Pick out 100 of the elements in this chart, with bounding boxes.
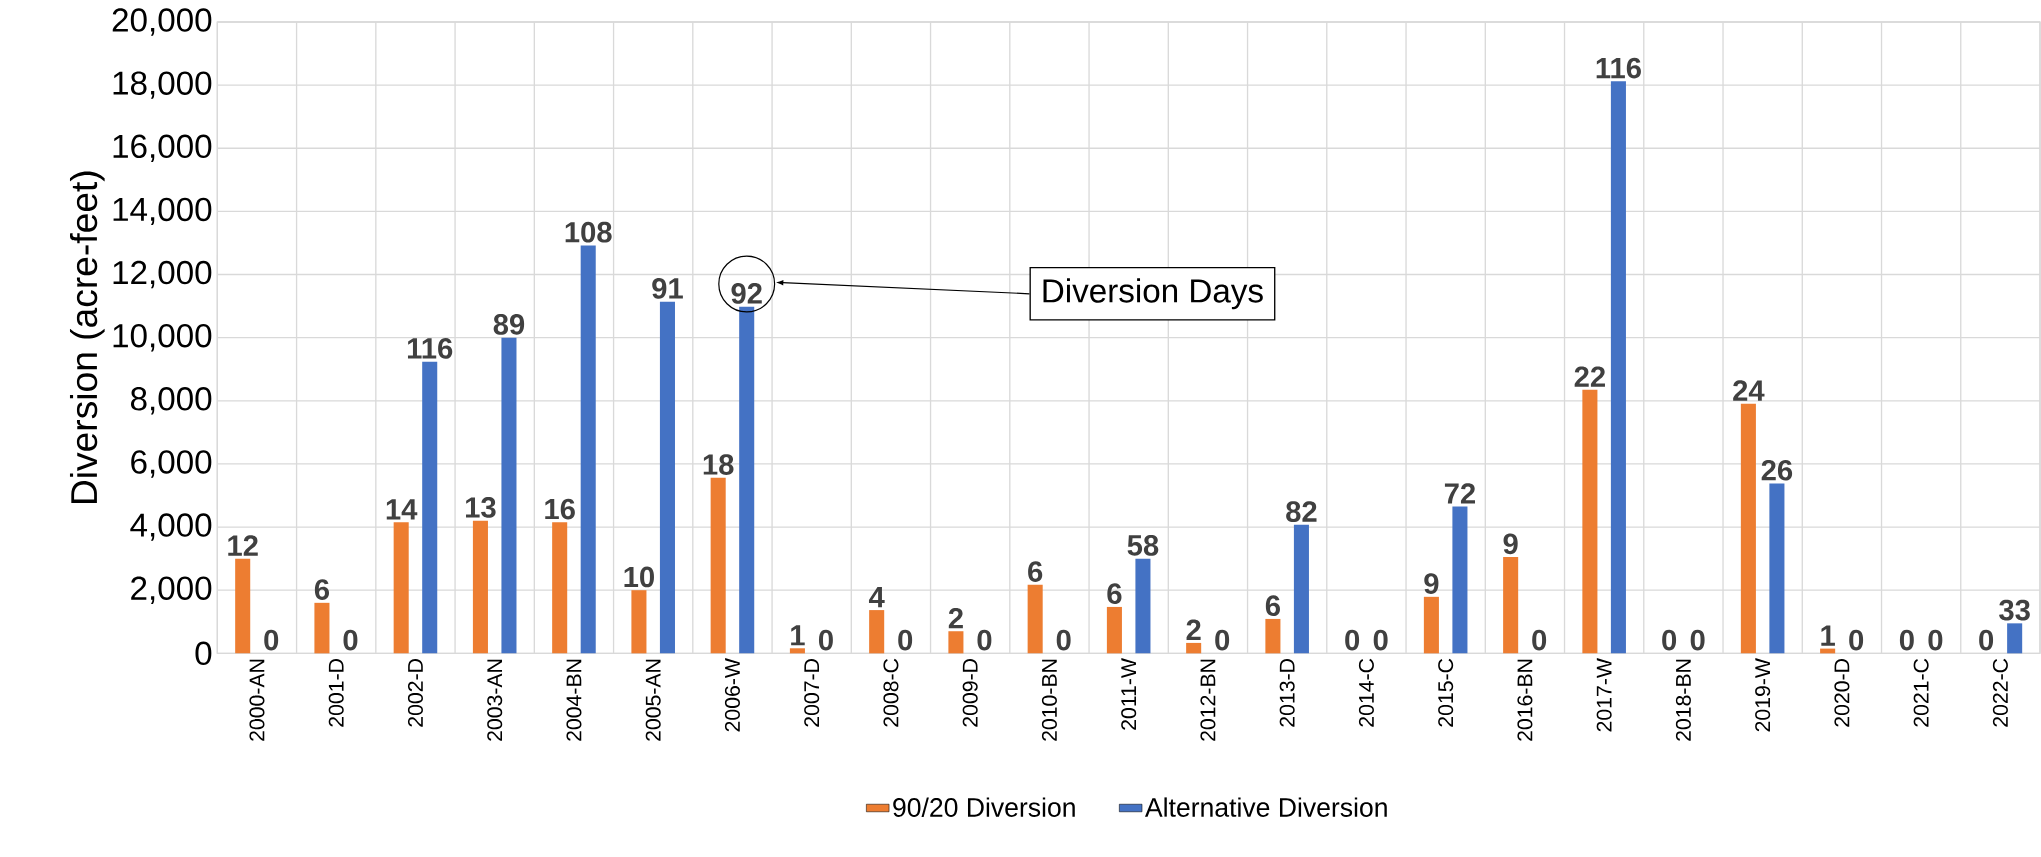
bar xyxy=(1265,618,1281,654)
annotation: 16 xyxy=(545,498,575,520)
bar xyxy=(948,631,964,654)
bar xyxy=(1135,558,1151,654)
annotation: Diversion Days xyxy=(1043,278,1263,310)
annotation: 0 xyxy=(977,629,992,651)
x-tick-label: 2018-BN xyxy=(1675,659,1691,741)
annotation: 0 xyxy=(1056,629,1071,651)
annotation: 2 xyxy=(948,607,963,629)
bar xyxy=(472,520,488,654)
annotation: 9 xyxy=(1424,573,1439,594)
x-tick-label: 2016-BN xyxy=(1517,659,1533,741)
x-tick-label: 2003-AN xyxy=(487,659,503,741)
annotation: 116 xyxy=(1596,57,1641,79)
bar xyxy=(1582,389,1598,654)
x-tick-label: 2014-C xyxy=(1358,658,1374,727)
x-tick-label: 2022-C xyxy=(1992,658,2008,727)
annotation: 12 xyxy=(228,535,258,556)
y-tick-label: 14,000 xyxy=(113,197,212,226)
x-tick-label: 2012-BN xyxy=(1200,659,1216,741)
annotation: 0 xyxy=(898,629,913,651)
annotation: 0 xyxy=(1849,629,1864,651)
x-tick-label: 2001-D xyxy=(328,659,344,727)
annotation: 0 xyxy=(1345,629,1360,651)
annotation: 2 xyxy=(1186,619,1201,640)
y-tick-label: 6,000 xyxy=(131,450,212,478)
annotation: 6 xyxy=(1028,561,1043,582)
annotation: 0 xyxy=(1532,629,1547,651)
bar xyxy=(1452,506,1468,654)
annotation: 6 xyxy=(1265,595,1280,617)
bar xyxy=(739,306,755,654)
annotation: 0 xyxy=(343,629,358,651)
annotation: 13 xyxy=(466,497,496,518)
bar xyxy=(235,558,251,654)
x-tick-label: 2005-AN xyxy=(645,659,661,741)
bar xyxy=(1027,584,1043,654)
annotation: 22 xyxy=(1574,366,1605,387)
bar xyxy=(1423,596,1439,654)
bar xyxy=(789,648,805,654)
bar xyxy=(869,610,885,654)
annotation: 0 xyxy=(1928,629,1943,651)
bar xyxy=(1740,403,1756,654)
y-tick-label: 12,000 xyxy=(113,260,212,289)
bar xyxy=(422,361,438,654)
y-axis-title: Diversion (acre-feet) xyxy=(69,171,105,504)
x-tick-label: 2013-D xyxy=(1279,659,1295,727)
x-tick-label: 2019-W xyxy=(1755,658,1771,732)
x-tick-label: 2009-D xyxy=(962,659,978,727)
x-tick-label: 2015-C xyxy=(1438,658,1454,727)
annotation: 89 xyxy=(493,314,525,335)
x-tick-label: 2002-D xyxy=(407,659,423,727)
y-tick-label: 20,000 xyxy=(112,8,212,36)
annotation: 58 xyxy=(1127,535,1159,556)
annotation: 24 xyxy=(1733,380,1765,401)
y-tick-label: 10,000 xyxy=(113,323,212,352)
bar xyxy=(710,477,726,654)
annotation: 0 xyxy=(1690,629,1705,651)
annotation: 26 xyxy=(1761,459,1793,481)
annotation: 0 xyxy=(1373,629,1388,651)
x-tick-label: 2000-AN xyxy=(249,659,265,741)
y-tick-label: 0 xyxy=(195,641,212,666)
x-tick-label: 2010-BN xyxy=(1041,659,1057,741)
y-tick-label: 16,000 xyxy=(113,134,212,162)
x-tick-label: 2004-BN xyxy=(566,659,582,741)
bar xyxy=(1293,524,1309,654)
annotation: 18 xyxy=(703,454,734,475)
annotation: 1 xyxy=(1821,625,1835,646)
x-tick-label: 2021-C xyxy=(1913,658,1929,727)
bar xyxy=(631,590,647,654)
annotation: 6 xyxy=(1107,583,1122,605)
x-tick-label: 2008-C xyxy=(883,658,899,727)
x-tick-label: 2020-D xyxy=(1834,659,1850,727)
bar xyxy=(2007,623,2023,654)
annotation: 92 xyxy=(731,283,762,304)
bar xyxy=(1186,642,1202,654)
annotation: 0 xyxy=(1899,629,1914,651)
bar xyxy=(314,602,330,654)
annotation: 14 xyxy=(386,499,418,520)
annotation: 9 xyxy=(1503,533,1518,555)
bar xyxy=(1610,81,1626,654)
annotation: 0 xyxy=(1215,629,1230,651)
annotation: 0 xyxy=(818,629,833,651)
legend-label: Alternative Diversion xyxy=(1144,797,1387,817)
x-tick-label: 2006-W xyxy=(724,658,740,732)
y-tick-label: 18,000 xyxy=(113,71,212,99)
bar xyxy=(580,245,596,654)
x-tick-label: 2007-D xyxy=(804,659,820,727)
x-tick-label: 2017-W xyxy=(1596,658,1612,732)
annotation: 116 xyxy=(407,338,453,359)
x-tick-label: 2011-W xyxy=(1121,658,1137,730)
annotation: 108 xyxy=(565,221,612,243)
bar xyxy=(1503,557,1519,654)
annotation: 0 xyxy=(264,629,279,651)
bar xyxy=(1106,606,1122,654)
bar xyxy=(659,301,675,654)
annotation: 10 xyxy=(624,566,654,588)
bar xyxy=(1769,483,1785,654)
annotation: 0 xyxy=(1662,629,1677,651)
annotation: 1 xyxy=(791,625,805,646)
y-tick-label: 2,000 xyxy=(131,576,212,604)
